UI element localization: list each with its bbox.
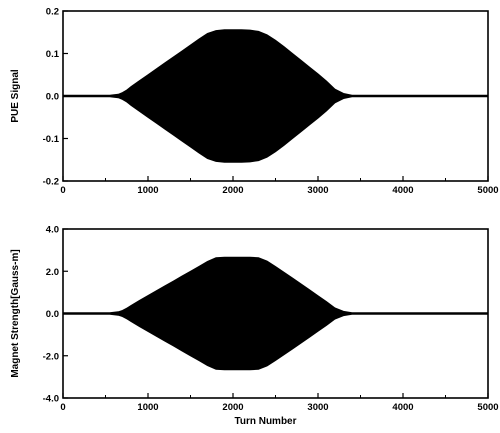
x-tick-label: 3000 xyxy=(307,185,328,196)
x-tick-label: 2000 xyxy=(222,402,243,413)
series-envelope-0 xyxy=(63,257,488,369)
x-tick-label: 0 xyxy=(60,185,65,196)
x-tick-label: 1000 xyxy=(137,185,158,196)
y-tick-label: 2.0 xyxy=(46,267,59,278)
y-axis-label: PUE Signal xyxy=(10,69,21,123)
y-tick-label: -0.1 xyxy=(43,134,60,145)
x-tick-label: 0 xyxy=(60,402,65,413)
x-tick-label: 4000 xyxy=(392,402,413,413)
y-axis-label: Magnet Strength[Gauss-m] xyxy=(10,249,21,377)
y-tick-label: 4.0 xyxy=(46,225,59,236)
x-tick-label: 5000 xyxy=(477,185,498,196)
y-tick-label: 0.0 xyxy=(46,309,59,320)
x-axis-label: Turn Number xyxy=(234,416,296,427)
y-tick-label: 0.2 xyxy=(46,7,59,18)
x-tick-label: 4000 xyxy=(392,185,413,196)
y-tick-label: -2.0 xyxy=(43,351,59,362)
y-tick-label: 0.1 xyxy=(46,49,60,60)
magnet-strength-panel: 0 1000 2000 3000 4000 5000 -4.0 -2.0 0.0 2.0 4.0 Ma… xyxy=(10,225,499,428)
y-tick-label: -0.2 xyxy=(43,177,59,188)
series-envelope-0 xyxy=(63,30,488,163)
x-tick-label: 1000 xyxy=(137,402,158,413)
y-tick-label: 0.0 xyxy=(46,92,59,103)
x-tick-label: 3000 xyxy=(307,402,328,413)
pue-signal-panel: 0 1000 2000 3000 4000 5000 -0.2 -0.1 0.0 0.1 0.2 PU… xyxy=(10,7,499,197)
x-tick-label: 2000 xyxy=(222,185,243,196)
x-tick-label: 5000 xyxy=(477,402,498,413)
y-tick-label: -4.0 xyxy=(43,394,59,405)
